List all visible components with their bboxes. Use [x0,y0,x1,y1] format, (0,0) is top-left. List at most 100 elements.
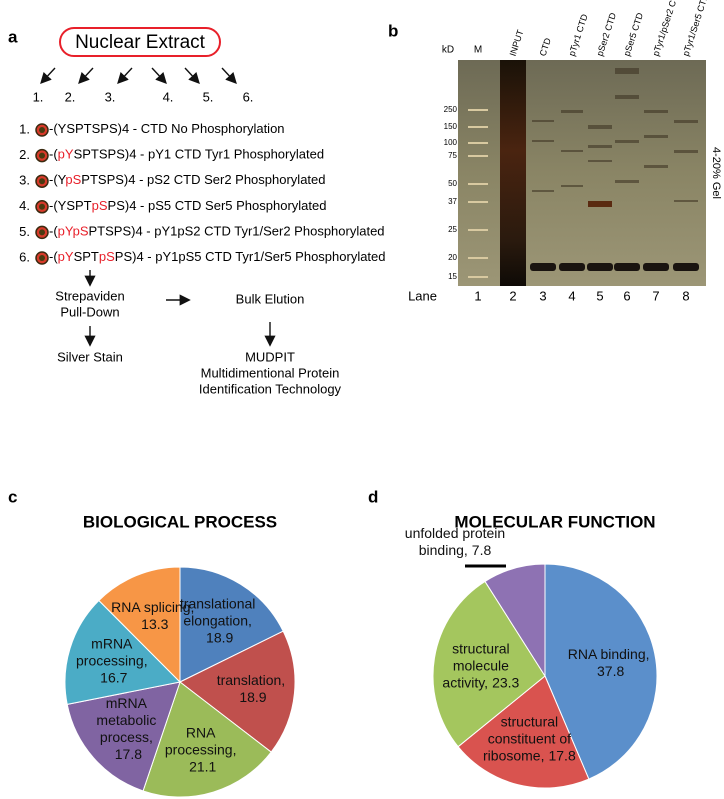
slice-value: 13.3 [141,616,169,633]
slice-name: translation, [216,672,286,689]
lane-header: pSer5 CTD [622,11,646,57]
lane-number: 2 [509,288,516,303]
panel-label: d [368,487,378,506]
slice-name: RNA binding, [567,646,650,663]
lane-header: pSer2 CTD [595,11,619,57]
marker-size: 100 [444,138,458,147]
source: Nuclear Extract [75,32,206,53]
input-lane [500,60,526,286]
pie-slice [179,566,284,683]
lane-number: 7 [652,288,659,303]
peptide-number: 2. [19,147,30,162]
lane-header: CTD [538,36,553,57]
marker-size: 20 [448,253,457,262]
peptide-part: -( [49,249,58,264]
marker-size: 25 [448,225,457,234]
source-box [59,27,221,57]
peptide-part: -(YSPT [49,198,92,213]
peptide-part: PTSPS)4 - pY1pS2 CTD Tyr1/Ser2 Phosphory… [89,224,385,239]
slice-name: mRNA processing, [76,635,148,669]
slice-name: RNA splicing, [111,599,195,616]
peptide-number: 4. [19,198,30,213]
peptide-part: SPTSPS)4 - pY1 CTD Tyr1 Phosphorylated [74,147,324,162]
peptide-part: pS [99,249,115,264]
marker-size: 37 [448,197,457,206]
pie-slice [98,566,181,684]
slice-value: 7.8 [471,542,492,558]
peptide: -(YSPTpSPS)4 - pS5 CTD Ser5 Phosphorylat… [49,198,326,213]
peptide: -(pYpSPTSPS)4 - pY1pS2 CTD Tyr1/Ser2 Pho… [49,224,385,239]
branch-arrows [40,67,237,85]
pie-slice [457,675,590,789]
peptide-part: PTSPS)4 - pS2 CTD Ser2 Phosphorylated [81,173,325,188]
lane-label: Lane [408,288,437,303]
lane-number: 1 [474,288,481,303]
peptide-number: 3. [19,173,30,188]
lane-number: 4 [568,288,575,303]
pie-slice [142,681,272,798]
pie-slice [64,599,182,705]
peptide-part: pS [65,173,81,188]
slice-name: mRNA metabolic process, [96,695,157,745]
marker-size: 150 [444,122,458,131]
peptide-part: PS)4 - pS5 CTD Ser5 Phosphorylated [108,198,327,213]
marker-size: 75 [448,151,457,160]
peptide-part: pS [92,198,108,213]
flow-step: MUDPIT [245,349,295,364]
gel [458,60,706,286]
slice-value: 18.9 [239,689,267,706]
panel-label: c [8,487,17,506]
chart-title: MOLECULAR FUNCTION [454,512,655,531]
marker-size: 250 [444,105,458,114]
slice-value: 17.8 [548,747,576,764]
branch-number: 6. [243,89,254,104]
slice-label: structural constituent of ribosome, 17.8 [477,714,581,765]
gel-bands [532,68,698,202]
slice-value: 17.8 [114,746,143,762]
pie-charts: c BIOLOGICAL PROCESS d MOLECULAR FUNCTION [8,487,658,798]
peptide-part: -(Y [49,173,67,188]
slice-label: RNA binding,37.8 [557,646,661,680]
peptide-number: 5. [19,224,30,239]
marker-size: 50 [448,179,457,188]
peptide-part: pYpS [58,224,89,239]
branch-number: 2. [65,89,76,104]
slice-label: structural molecule activity, 23.3 [429,640,533,691]
branch-numbers: 1. 2. 3. 4. 5. 6. [33,89,254,104]
gel-note: 4-20% Gel [710,147,722,199]
lane-number: 5 [596,288,603,303]
pie-slice [484,563,546,678]
kd-label: kD [442,45,454,56]
slice-value: 21.1 [189,758,217,775]
branch-number: 4. [163,89,174,104]
bead-core [39,127,45,133]
lane-header: pTyr1/Ser5 CTD [681,0,711,57]
flow-step: Strepaviden [55,288,124,303]
panel-label: b [388,21,398,40]
slice-value: 18.9 [206,629,234,646]
bead-core [39,255,45,261]
slice-name: structural constituent of ribosome, [483,713,572,764]
peptide: -(pYSPTpSPS)4 - pY1pS5 CTD Tyr1/Ser5 Pho… [49,249,386,264]
gel-band [588,201,612,207]
peptide-part: -(YSPTSPS)4 - CTD No Phosphorylation [49,121,285,136]
pie-slice [544,563,658,780]
peptide: -(YSPTSPS)4 - CTD No Phosphorylation [49,121,285,136]
slice-label: RNA processing,21.1 [159,725,243,776]
slice-name: translational elongation, [179,595,256,629]
marker-label: M [474,45,482,56]
slice-value: 16.7 [100,669,128,686]
pie-slice [66,681,181,792]
slice-label: mRNA processing,16.7 [70,636,154,687]
slice-label: translational elongation,18.9 [176,596,260,647]
branch-number: 5. [203,89,214,104]
slice-label: mRNA metabolic process,17.8 [84,695,168,763]
pie-slice [432,580,546,748]
marker-size: 15 [448,272,457,281]
peptide-part: pY [58,249,74,264]
ctd-bands [530,263,699,271]
flow-arrows [84,270,276,347]
bead-core [39,178,45,185]
flow-step: Multidimentional Protein [201,365,340,380]
